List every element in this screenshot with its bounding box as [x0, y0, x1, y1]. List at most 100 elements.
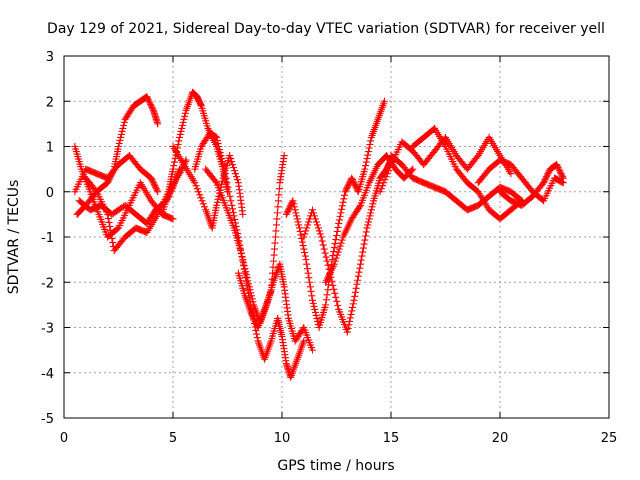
data-point — [242, 271, 250, 279]
data-point — [218, 158, 226, 166]
data-point — [543, 173, 551, 181]
data-point — [314, 317, 322, 325]
data-point — [193, 185, 201, 193]
data-point — [356, 260, 364, 268]
data-point — [113, 225, 121, 233]
data-point — [301, 252, 309, 260]
data-point — [178, 121, 186, 129]
data-point — [250, 314, 258, 322]
data-point — [199, 200, 207, 208]
data-point — [154, 188, 162, 196]
data-point — [308, 292, 316, 300]
data-point — [285, 206, 293, 214]
data-point — [108, 235, 116, 243]
data-point — [295, 221, 303, 229]
data-point — [287, 201, 295, 209]
data-point — [238, 253, 246, 261]
data-point — [228, 201, 236, 209]
data-point — [225, 188, 233, 196]
data-point — [330, 285, 338, 293]
data-point — [383, 170, 391, 178]
data-point — [361, 165, 369, 173]
data-point — [242, 268, 250, 276]
data-point — [267, 287, 275, 295]
data-point — [332, 236, 340, 244]
data-point — [540, 179, 548, 187]
data-point — [169, 215, 177, 223]
data-point — [117, 133, 125, 141]
data-point — [409, 165, 417, 173]
data-point — [216, 149, 224, 157]
data-point — [337, 209, 345, 217]
data-point — [364, 221, 372, 229]
data-point — [293, 212, 301, 220]
data-point — [335, 216, 343, 224]
data-point — [313, 221, 321, 229]
data-point — [349, 300, 357, 308]
data-point — [248, 295, 256, 303]
data-point — [241, 265, 249, 273]
data-point — [245, 283, 253, 291]
data-point — [315, 227, 323, 235]
data-point — [306, 283, 314, 291]
data-point — [290, 203, 298, 211]
data-point — [179, 118, 187, 126]
data-point — [152, 183, 160, 191]
data-point — [270, 251, 278, 259]
data-point — [334, 223, 342, 231]
data-point — [211, 177, 219, 185]
data-point — [250, 316, 258, 324]
data-point — [363, 155, 371, 163]
data-point — [362, 228, 370, 236]
data-point — [367, 206, 375, 214]
axis-ticks: 0 5 10 15 20 25 -5 -4 -3 -2 -1 0 1 2 3 — [41, 50, 617, 446]
data-point — [367, 137, 375, 145]
data-point — [352, 284, 360, 292]
data-point — [298, 238, 306, 246]
x-tick-label: 5 — [169, 431, 177, 446]
data-point — [223, 179, 231, 187]
data-point — [309, 209, 317, 217]
data-point — [309, 206, 317, 214]
y-tick-label: -5 — [41, 412, 54, 427]
data-point — [227, 155, 235, 163]
data-point — [253, 334, 261, 342]
data-point — [354, 272, 362, 280]
data-point — [270, 245, 278, 253]
data-point — [107, 226, 115, 234]
data-point — [269, 269, 277, 277]
data-point — [543, 171, 551, 179]
data-point — [332, 254, 340, 262]
data-point — [213, 198, 221, 206]
data-point — [305, 274, 313, 282]
data-point — [351, 292, 359, 300]
data-point — [219, 161, 227, 169]
data-point — [312, 311, 320, 319]
data-point — [169, 165, 177, 173]
data-point — [149, 177, 157, 185]
data-point — [322, 301, 330, 309]
data-point — [289, 197, 297, 205]
data-point — [558, 173, 566, 181]
data-point — [350, 296, 358, 304]
data-point — [380, 97, 388, 105]
data-point — [344, 182, 352, 190]
data-point — [104, 214, 112, 222]
data-point — [268, 281, 276, 289]
data-point — [558, 171, 566, 179]
data-point — [309, 346, 317, 354]
data-point — [333, 227, 341, 235]
data-point — [310, 302, 318, 310]
data-point — [311, 215, 319, 223]
data-point — [348, 176, 356, 184]
data-point — [214, 195, 222, 203]
x-tick-label: 0 — [60, 431, 68, 446]
data-point — [214, 139, 222, 147]
data-point — [180, 115, 188, 123]
data-point — [379, 182, 387, 190]
data-point — [271, 239, 279, 247]
data-points — [71, 88, 567, 381]
data-point — [176, 133, 184, 141]
data-point — [473, 153, 481, 161]
data-point — [347, 310, 355, 318]
